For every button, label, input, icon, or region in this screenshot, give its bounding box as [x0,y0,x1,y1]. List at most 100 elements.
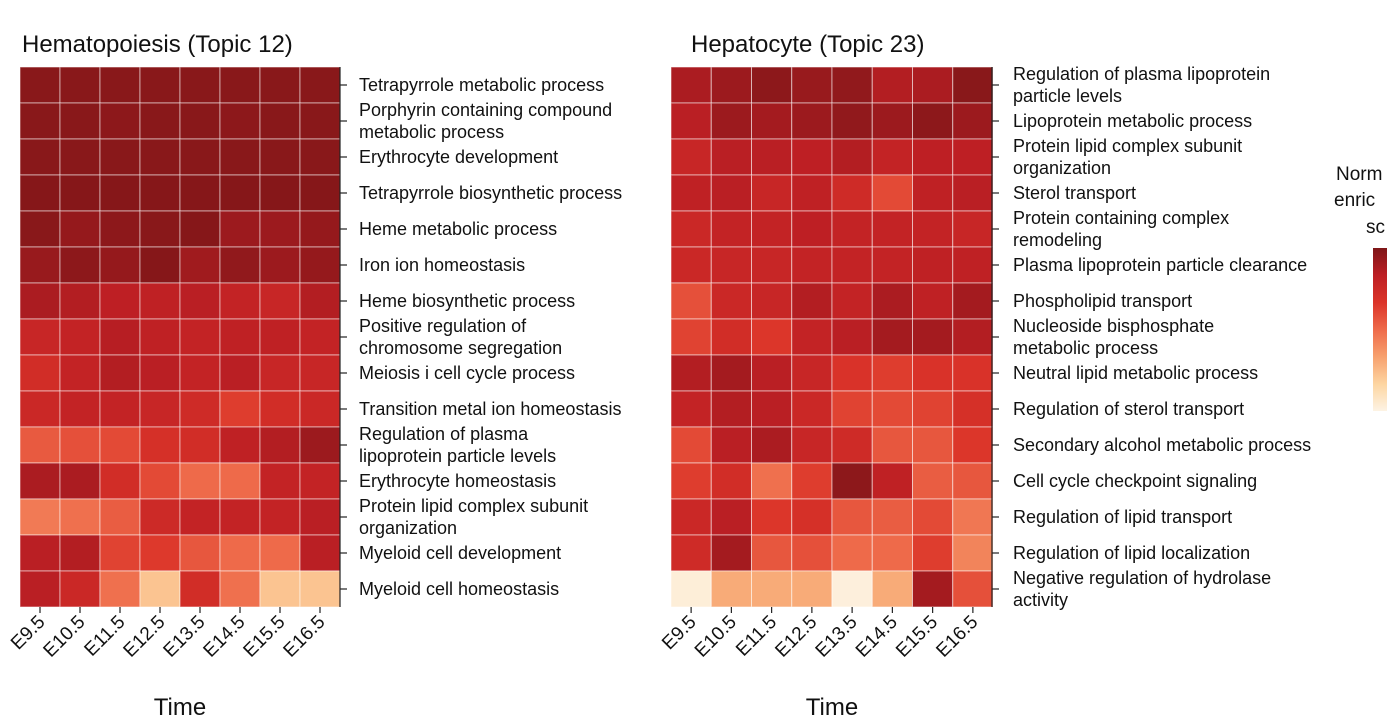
heatmap-hepatocyte-x-tick-label: E11.5 [732,612,781,661]
heatmap-hepatocyte-cell [871,246,913,284]
heatmap-hepatocyte-xlabel: Time [806,694,858,721]
heatmap-hematopoiesis-cell [179,174,221,212]
heatmap-hematopoiesis-cell [19,282,61,320]
heatmap-hepatocyte-cell [791,498,833,536]
heatmap-hepatocyte-cell [831,390,873,428]
heatmap-hematopoiesis-cell [179,210,221,248]
heatmap-hepatocyte-cell [791,426,833,464]
heatmap-hepatocyte-cell [710,102,752,140]
heatmap-hematopoiesis-cell [299,462,341,500]
heatmap-hepatocyte-cell [871,318,913,356]
heatmap-hepatocyte-title: Hepatocyte (Topic 23) [691,31,924,58]
heatmap-hepatocyte-cell [670,66,712,104]
heatmap-hepatocyte-cell [912,138,954,176]
heatmap-hematopoiesis-cell [99,210,141,248]
heatmap-hematopoiesis-cell [99,534,141,572]
heatmap-hematopoiesis-cell [99,570,141,608]
heatmap-hepatocyte-cell [710,318,752,356]
heatmap-hepatocyte-cell [952,282,994,320]
heatmap-hepatocyte-cell [791,66,833,104]
heatmap-hematopoiesis-cell [259,138,301,176]
heatmap-hematopoiesis-cell [19,426,61,464]
heatmap-hematopoiesis-y-tick-label: Myeloid cell homeostasis [359,579,559,599]
heatmap-hematopoiesis-cell [99,102,141,140]
heatmap-hepatocyte-cell [871,138,913,176]
heatmap-hematopoiesis-x-tick-label: E11.5 [81,612,130,661]
heatmap-hepatocyte-cell [952,390,994,428]
heatmap-hematopoiesis-cell [139,102,181,140]
heatmap-hematopoiesis-cell [19,102,61,140]
heatmap-hematopoiesis-y-tick-label: Positive regulation of [359,316,527,336]
heatmap-hepatocyte-cell [791,462,833,500]
heatmap-hepatocyte-cell [791,318,833,356]
heatmap-hepatocyte-cell [751,174,793,212]
heatmap-hematopoiesis-cell [19,210,61,248]
heatmap-hematopoiesis-cell [59,210,101,248]
heatmap-hematopoiesis-y-tick-label: chromosome segregation [359,338,562,358]
heatmap-hematopoiesis-cell [19,66,61,104]
heatmap-hematopoiesis-cell [219,210,261,248]
heatmap-hematopoiesis-cell [59,354,101,392]
heatmap-hematopoiesis-cell [59,570,101,608]
heatmap-hematopoiesis-y-tick-label: Tetrapyrrole biosynthetic process [359,183,622,203]
heatmap-hepatocyte-cell [791,354,833,392]
heatmap-hematopoiesis-cell [19,246,61,284]
heatmap-hematopoiesis-cell [139,426,181,464]
heatmap-hematopoiesis-cell [59,462,101,500]
heatmap-hepatocyte-y-tick-label: remodeling [1013,230,1102,250]
heatmap-hepatocyte-cell [751,246,793,284]
heatmap-hematopoiesis-cell [299,246,341,284]
heatmap-hematopoiesis-cell [99,66,141,104]
heatmap-hepatocyte-y-tick-label: Protein lipid complex subunit [1013,136,1242,156]
heatmap-hematopoiesis-cell [299,66,341,104]
heatmap-hematopoiesis-cell [219,390,261,428]
heatmap-hepatocyte-cell [791,534,833,572]
heatmap-hematopoiesis-cell [99,462,141,500]
heatmap-hematopoiesis-cell [99,318,141,356]
heatmap-hepatocyte-cell [670,318,712,356]
heatmap-hepatocyte-cell [871,282,913,320]
heatmap-hepatocyte-cell [670,102,712,140]
heatmap-hematopoiesis-cell [259,462,301,500]
heatmap-hepatocyte-cell [710,462,752,500]
heatmap-hematopoiesis-y-tick-label: Erythrocyte homeostasis [359,471,556,491]
heatmap-hematopoiesis-cell [179,354,221,392]
heatmap-hematopoiesis-cell [259,66,301,104]
heatmap-hepatocyte-x-tick-label: E12.5 [771,612,821,662]
heatmap-hepatocyte-cell [831,498,873,536]
heatmap-hematopoiesis-cell [139,282,181,320]
heatmap-hematopoiesis-cell [299,426,341,464]
heatmap-hepatocyte-cell [831,282,873,320]
heatmap-hepatocyte-cell [791,390,833,428]
heatmap-hepatocyte-cell [912,534,954,572]
heatmap-hematopoiesis-cell [139,570,181,608]
heatmap-hepatocyte-cell [831,354,873,392]
heatmap-hepatocyte-cell [952,66,994,104]
heatmap-hematopoiesis-cell [139,498,181,536]
heatmap-hepatocyte-y-tick-label: Regulation of lipid transport [1013,507,1232,527]
heatmap-hematopoiesis-cell [139,390,181,428]
heatmap-hematopoiesis-cell [59,282,101,320]
heatmap-hepatocyte-cell [952,138,994,176]
heatmap-hepatocyte-cell [710,390,752,428]
heatmap-hepatocyte-cell [710,174,752,212]
heatmap-hematopoiesis-cell [259,498,301,536]
colorbar-label-line-3: sc [1366,217,1385,238]
colorbar-gradient [1373,248,1387,411]
heatmap-hematopoiesis-cell [59,102,101,140]
heatmap-hematopoiesis-cell [179,282,221,320]
heatmap-hematopoiesis-cell [299,318,341,356]
heatmap-hepatocyte-cell [670,246,712,284]
heatmap-hematopoiesis-cell [139,138,181,176]
heatmap-hematopoiesis-cell [299,282,341,320]
heatmap-hepatocyte-cell [791,210,833,248]
heatmap-hematopoiesis-cell [99,498,141,536]
heatmap-hepatocyte-cell [791,138,833,176]
heatmap-hepatocyte-cell [751,570,793,608]
heatmap-hepatocyte-cell [670,534,712,572]
heatmap-hematopoiesis-cell [59,66,101,104]
heatmap-hematopoiesis-cell [99,354,141,392]
heatmap-hepatocyte-cell [912,390,954,428]
heatmap-hepatocyte-cell [670,138,712,176]
heatmap-hematopoiesis-cell [19,570,61,608]
